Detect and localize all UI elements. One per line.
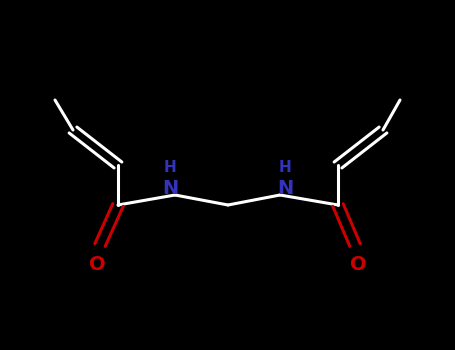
Text: O: O [89,256,105,274]
Text: H: H [164,161,177,175]
Text: N: N [277,178,293,197]
Text: H: H [278,161,291,175]
Text: N: N [162,178,178,197]
Text: O: O [350,256,366,274]
